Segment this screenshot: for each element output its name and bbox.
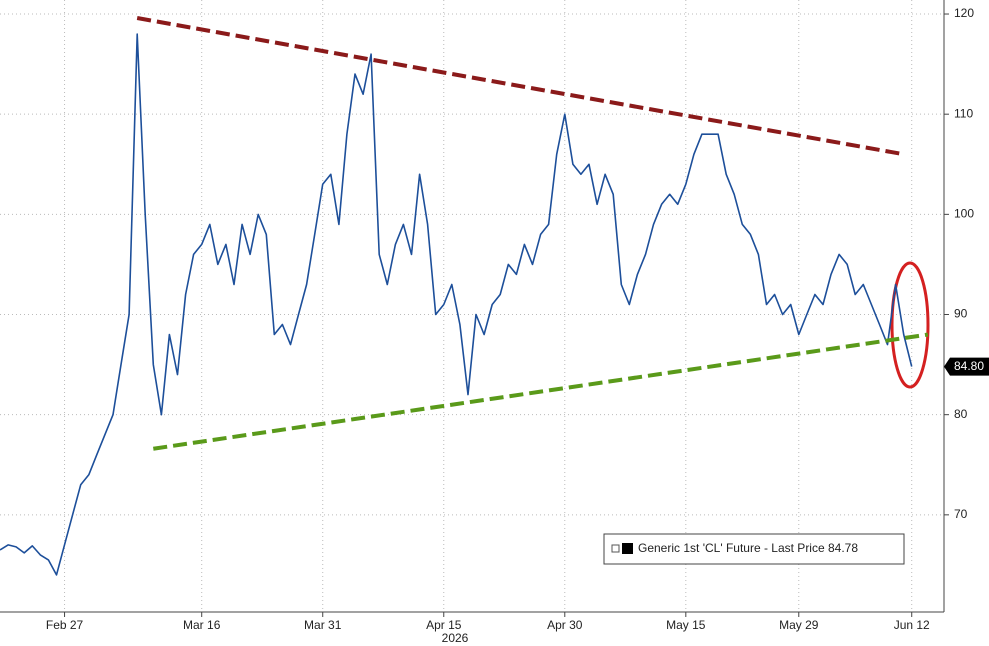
legend-swatch (622, 543, 633, 554)
trend-line (136, 16, 905, 157)
price-line (0, 33, 913, 576)
y-tick-label: 80 (954, 407, 968, 421)
y-tick-label: 100 (954, 207, 974, 221)
x-tick-label: Mar 16 (183, 618, 221, 632)
last-price-tag-bg (944, 357, 989, 376)
x-tick-label: May 29 (779, 618, 819, 632)
legend-label: Generic 1st 'CL' Future - Last Price 84.… (638, 541, 858, 555)
x-tick-label: Feb 27 (46, 618, 84, 632)
x-tick-label: Apr 30 (547, 618, 583, 632)
last-price-tag: 84.80 (954, 359, 984, 373)
y-tick-label: 110 (954, 106, 973, 120)
x-tick-label: Apr 15 (426, 618, 462, 632)
legend: Generic 1st 'CL' Future - Last Price 84.… (603, 533, 905, 565)
y-tick-label: 120 (954, 6, 974, 20)
x-axis-label: 2026 (442, 631, 469, 645)
x-tick-label: Mar 31 (304, 618, 342, 632)
trend-line (153, 332, 929, 451)
x-tick-label: May 15 (666, 618, 706, 632)
y-tick-label: 90 (954, 307, 968, 321)
x-tick-label: Jun 12 (894, 618, 930, 632)
legend-box (603, 533, 905, 565)
legend-icon (611, 544, 620, 553)
highlight-ellipse (890, 261, 930, 389)
y-tick-label: 70 (954, 507, 968, 521)
